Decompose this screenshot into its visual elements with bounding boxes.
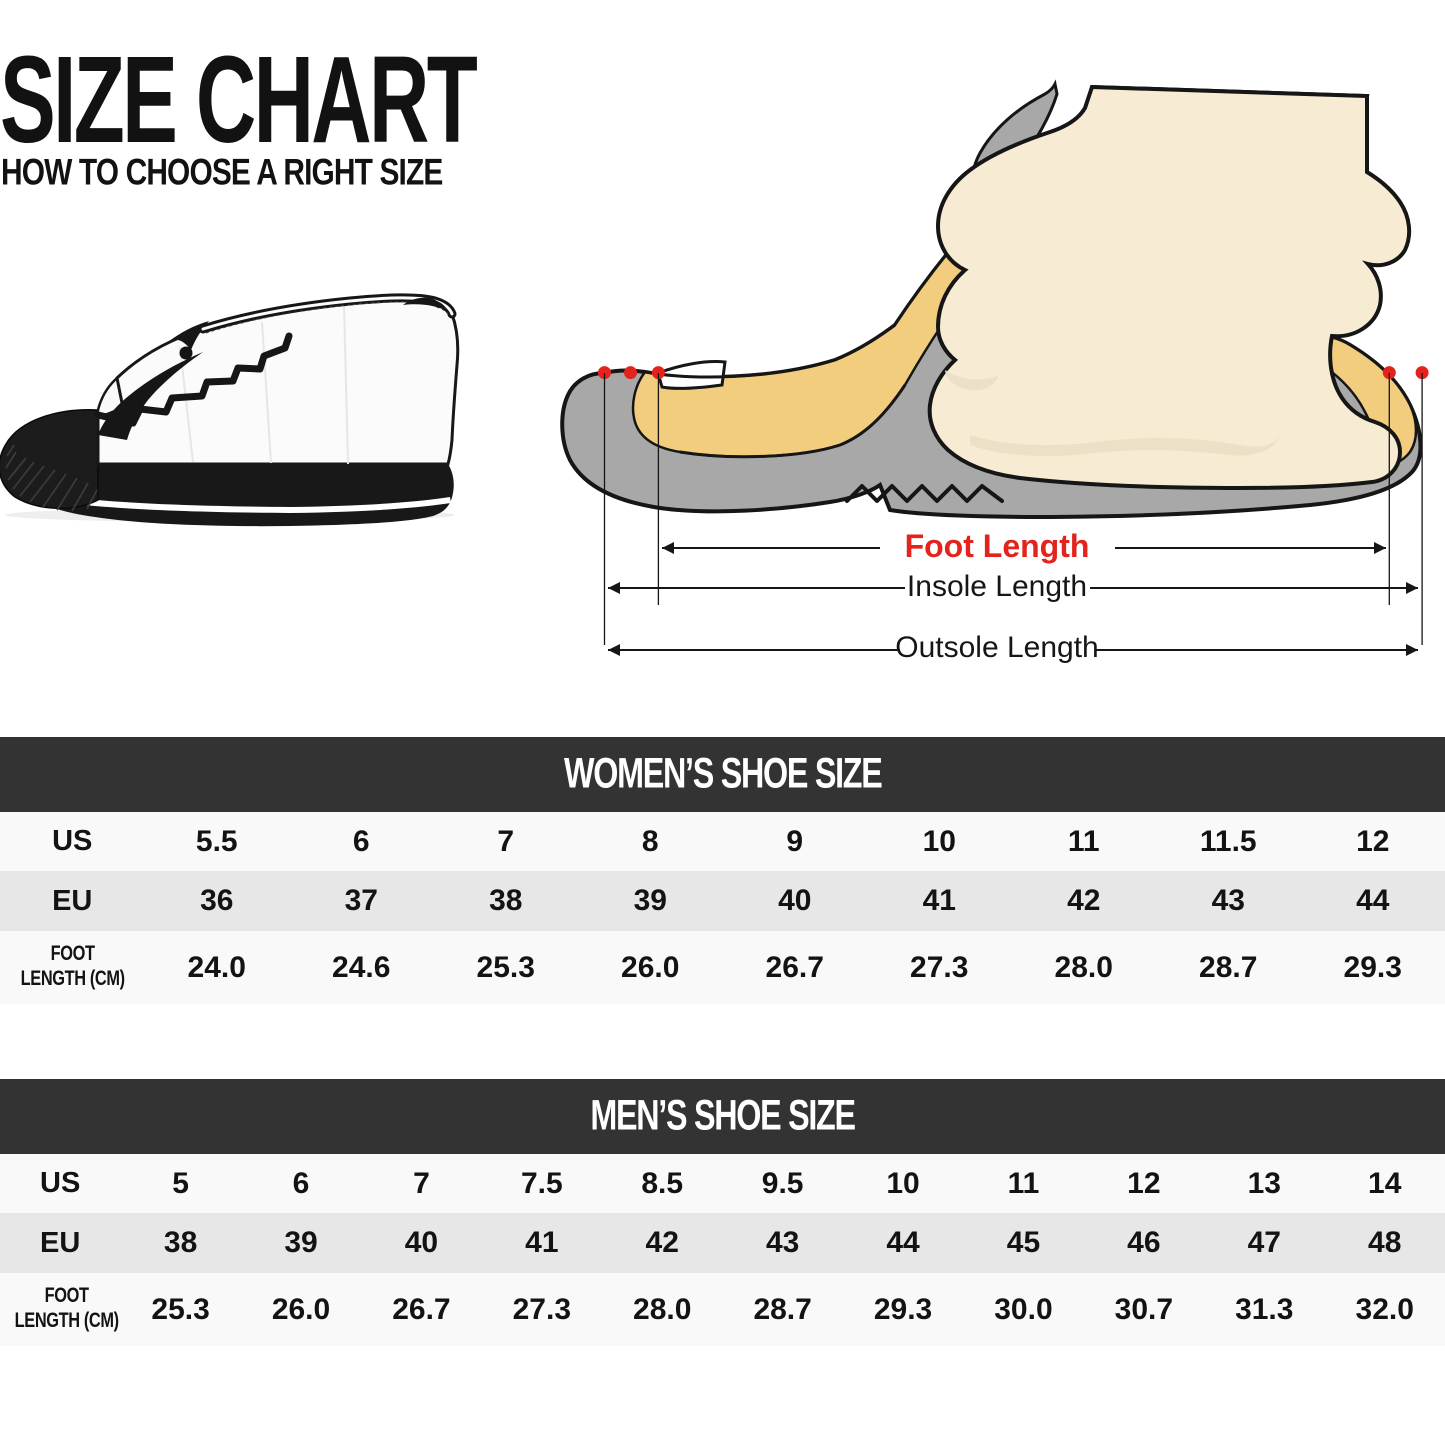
svg-text:Outsole Length: Outsole Length: [895, 631, 1098, 664]
svg-text:Foot Length: Foot Length: [905, 528, 1090, 564]
svg-text:Insole Length: Insole Length: [907, 570, 1087, 603]
